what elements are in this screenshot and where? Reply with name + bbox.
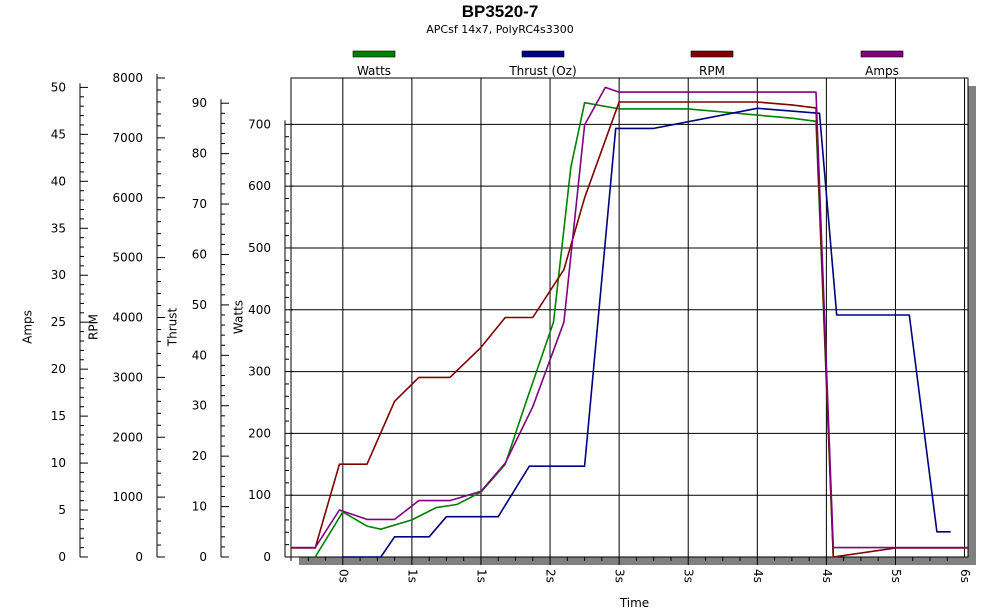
rpm-legend-label: RPM xyxy=(699,64,725,78)
watts-tick-label: 100 xyxy=(248,488,271,502)
x-tick-label: 3s xyxy=(613,569,627,583)
rpm-axis-title: RPM xyxy=(87,314,101,340)
rpm-tick-label: 6000 xyxy=(112,191,143,205)
rpm-tick-label: 2000 xyxy=(112,430,143,444)
watts-tick-label: 400 xyxy=(248,303,271,317)
thrust-oz-legend-swatch xyxy=(521,50,565,58)
watts-tick-label: 0 xyxy=(263,550,271,564)
amps-series-line xyxy=(291,86,968,549)
amps-tick-label: 30 xyxy=(51,268,66,282)
x-tick-label: 1s xyxy=(474,569,488,583)
watts-tick-label: 600 xyxy=(248,179,271,193)
watts-tick-label: 500 xyxy=(248,241,271,255)
x-tick-label: 2s xyxy=(544,569,558,583)
amps-tick-label: 25 xyxy=(51,315,66,329)
amps-tick-label: 40 xyxy=(51,174,66,188)
x-axis-label: Time xyxy=(619,596,649,610)
rpm-legend-swatch xyxy=(690,50,734,58)
rpm-tick-label: 3000 xyxy=(112,370,143,384)
x-tick-label: 4s xyxy=(820,569,834,583)
thrust-tick-label: 10 xyxy=(192,500,207,514)
thrust-tick-label: 40 xyxy=(192,348,207,362)
rpm-tick-label: 8000 xyxy=(112,71,143,85)
amps-tick-label: 45 xyxy=(51,127,66,141)
amps-tick-label: 50 xyxy=(51,80,66,94)
amps-tick-label: 35 xyxy=(51,221,66,235)
plot-border xyxy=(290,77,969,558)
rpm-tick-label: 4000 xyxy=(112,311,143,325)
x-tick-label: 0s xyxy=(336,569,350,583)
thrust-tick-label: 50 xyxy=(192,298,207,312)
x-tick-label: 3s xyxy=(682,569,696,583)
amps-tick-label: 10 xyxy=(51,456,66,470)
chart-subtitle: APCsf 14x7, PolyRC4s3300 xyxy=(426,23,574,36)
amps-legend-swatch xyxy=(860,50,904,58)
watts-legend-swatch xyxy=(352,50,396,58)
rpm-tick-label: 7000 xyxy=(112,131,143,145)
thrust-oz-legend-label: Thrust (Oz) xyxy=(508,64,576,78)
plot-area xyxy=(291,78,968,557)
watts-tick-label: 200 xyxy=(248,426,271,440)
rpm-tick-label: 5000 xyxy=(112,251,143,265)
amps-tick-label: 0 xyxy=(58,550,66,564)
watts-tick-label: 700 xyxy=(248,117,271,131)
thrust-tick-label: 80 xyxy=(192,147,207,161)
watts-axis-title: Watts xyxy=(232,300,246,334)
chart-title: BP3520-7 xyxy=(461,2,539,21)
rpm-series-line xyxy=(291,101,968,558)
amps-legend-label: Amps xyxy=(865,64,899,78)
x-tick-label: 5s xyxy=(889,569,903,583)
amps-tick-label: 5 xyxy=(58,503,66,517)
thrust-tick-label: 20 xyxy=(192,449,207,463)
thrust-tick-label: 90 xyxy=(192,96,207,110)
amps-tick-label: 15 xyxy=(51,409,66,423)
watts-series-line xyxy=(314,101,835,558)
amps-axis-title: Amps xyxy=(21,310,35,344)
x-tick-label: 6s xyxy=(958,569,972,583)
rpm-tick-label: 1000 xyxy=(112,490,143,504)
thrust-tick-label: 0 xyxy=(199,550,207,564)
thrust-tick-label: 70 xyxy=(192,197,207,211)
x-tick-label: 1s xyxy=(405,569,419,583)
thrust-axis-title: Thrust xyxy=(166,307,180,347)
watts-legend-label: Watts xyxy=(357,64,391,78)
x-tick-label: 4s xyxy=(751,569,765,583)
thrust-tick-label: 60 xyxy=(192,247,207,261)
rpm-tick-label: 0 xyxy=(135,550,143,564)
watts-tick-label: 300 xyxy=(248,365,271,379)
amps-tick-label: 20 xyxy=(51,362,66,376)
thrust-tick-label: 30 xyxy=(192,399,207,413)
thrust-oz-series-line xyxy=(342,107,951,558)
